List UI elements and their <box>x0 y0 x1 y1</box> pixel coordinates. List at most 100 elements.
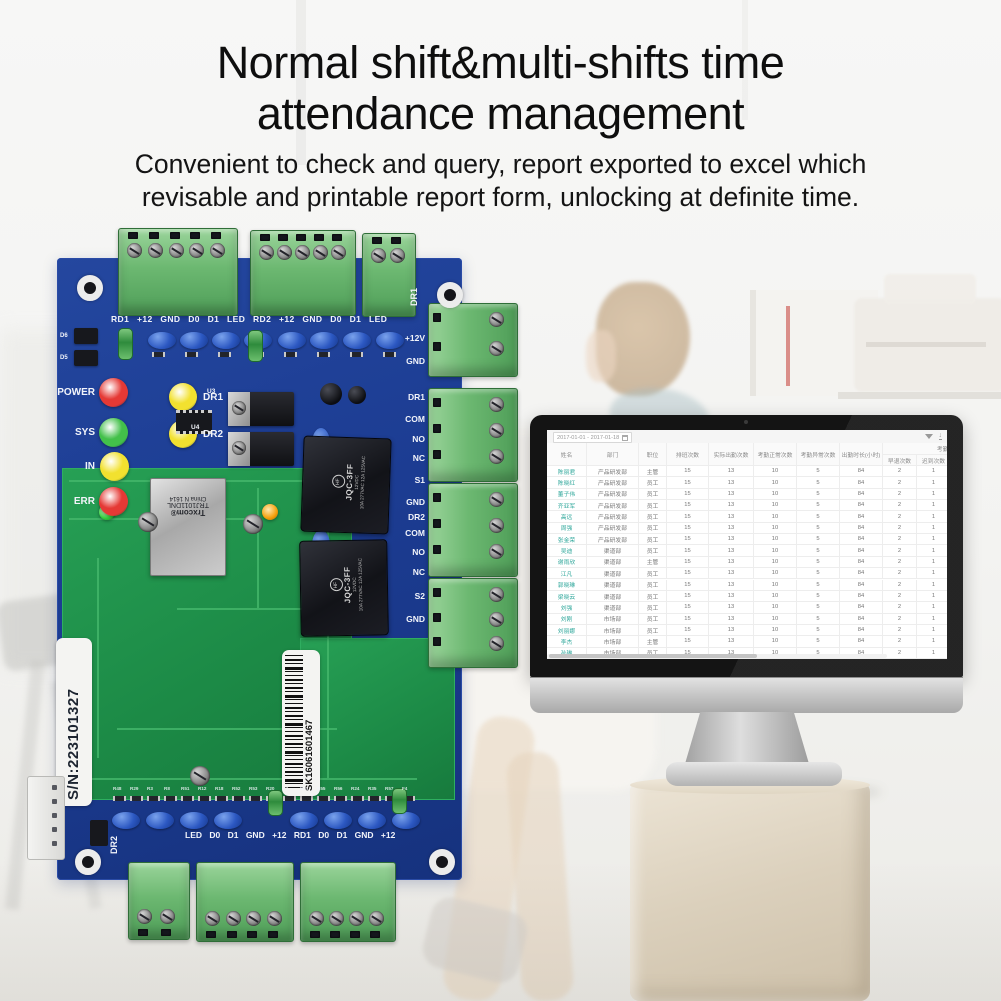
employee-name-link[interactable]: 张金荣 <box>547 534 587 546</box>
wire-slot <box>314 234 324 241</box>
table-cell: 10 <box>754 488 797 501</box>
export-icon[interactable]: ↓ <box>938 432 942 440</box>
table-cell: 2 <box>883 477 917 489</box>
terminal-label-dr2: DR2 <box>407 512 425 522</box>
blue-capacitor <box>278 332 306 349</box>
employee-name-link[interactable]: 董子伟 <box>547 488 587 501</box>
barcode-line <box>285 683 303 684</box>
horizontal-scrollbar-thumb[interactable] <box>549 654 757 658</box>
employee-name-link[interactable]: 梁晓云 <box>547 590 587 603</box>
terminal-screw <box>266 911 282 926</box>
board-screw <box>190 766 210 786</box>
barcode-line <box>285 723 303 726</box>
table-cell: 2 <box>883 500 917 512</box>
terminal-label-nc: NC <box>412 567 425 577</box>
terminal-label-s1: S1 <box>414 475 425 485</box>
table-cell: 5 <box>797 500 840 512</box>
table-row[interactable]: 吴迪渠道部员工151310584212 <box>547 545 947 557</box>
table-row[interactable]: 陈晓红产品研发部员工151310584212 <box>547 477 947 489</box>
barcode-line <box>285 739 303 740</box>
table-cell: 员工 <box>639 534 667 546</box>
employee-name-link[interactable]: 江凡 <box>547 568 587 580</box>
employee-name-link[interactable]: 齐亚军 <box>547 500 587 512</box>
table-row[interactable]: 张金荣产品研发部员工151310584212 <box>547 534 947 546</box>
status-led-in <box>100 452 129 481</box>
resistor-ref-label: F3 <box>283 786 289 791</box>
table-cell: 15 <box>667 522 709 535</box>
page-subtitle: Convenient to check and query, report ex… <box>0 148 1001 214</box>
table-row[interactable]: 刘刚市场部员工151310584212 <box>547 613 947 625</box>
table-cell: 10 <box>754 613 797 625</box>
terminal-block <box>196 862 294 942</box>
employee-name-link[interactable]: 高远 <box>547 511 587 523</box>
jst-connector <box>27 776 65 860</box>
table-row[interactable]: 谢雨欣渠道部主管151310584212 <box>547 556 947 569</box>
voltage-regulator <box>228 432 294 466</box>
terminal-block <box>362 233 416 317</box>
date-range-picker[interactable]: 2017-01-01 - 2017-01-18 <box>553 432 633 443</box>
employee-name-link[interactable]: 刘强 <box>547 602 587 614</box>
table-row[interactable]: 李杰市场部主管151310584212 <box>547 636 947 648</box>
wire-slot <box>138 929 148 936</box>
employee-name-link[interactable]: 刘丽娜 <box>547 624 587 637</box>
terminal-label-no: NO <box>412 547 425 557</box>
resistor-ref-label: R53 <box>249 786 258 791</box>
employee-name-link[interactable]: 谢雨欣 <box>547 556 587 569</box>
blue-capacitor <box>343 332 371 349</box>
table-cell: 员工 <box>639 568 667 580</box>
resistor-ref-label: R20 <box>266 786 275 791</box>
table-row[interactable]: 齐亚军产品研发部员工151310584212 <box>547 500 947 512</box>
pcb-trace <box>87 778 417 780</box>
status-led-power <box>99 378 128 407</box>
table-cell: 主管 <box>639 466 667 478</box>
table-cell: 15 <box>667 613 709 625</box>
barcode-line <box>285 659 303 661</box>
mounting-hole <box>437 282 463 308</box>
column-header: 出勤时长(小时) <box>840 443 883 466</box>
filter-icon[interactable] <box>924 433 933 439</box>
employee-name-link[interactable]: 李杰 <box>547 636 587 648</box>
employee-name-link[interactable]: 吴迪 <box>547 545 587 557</box>
table-cell: 员工 <box>639 613 667 625</box>
table-cell: 产品研发部 <box>587 511 639 523</box>
table-row[interactable]: 梁晓云渠道部员工151310584212 <box>547 590 947 603</box>
table-cell: 1 <box>917 590 947 603</box>
wire-slot <box>332 234 342 241</box>
ethernet-model: TRJ1011DNL <box>167 501 209 508</box>
table-row[interactable]: 周强产品研发部员工151310584212 <box>547 522 947 535</box>
table-row[interactable]: 高远产品研发部员工151310584212 <box>547 511 947 523</box>
table-cell: 5 <box>797 466 840 478</box>
table-cell: 10 <box>754 602 797 614</box>
table-cell: 员工 <box>639 590 667 603</box>
employee-name-link[interactable]: 陈晓红 <box>547 477 587 489</box>
employee-name-link[interactable]: 陈丽君 <box>547 466 587 478</box>
table-cell: 员工 <box>639 511 667 523</box>
wire-slot <box>206 931 216 938</box>
table-row[interactable]: 刘强渠道部员工151310584212 <box>547 602 947 614</box>
table-row[interactable]: 陈丽君产品研发部主管151310584212 <box>547 466 947 478</box>
table-row[interactable]: 江凡渠道部员工151310584212 <box>547 568 947 580</box>
terminal-label-dr1: DR1 <box>407 392 425 402</box>
employee-name-link[interactable]: 郭晓琳 <box>547 579 587 591</box>
employee-name-link[interactable]: 周强 <box>547 522 587 535</box>
terminal-screw <box>489 341 504 356</box>
relay-jqc3ff: HF JQC-3FF 12VDC 10A 277VAC 12A 125VAC <box>299 539 389 637</box>
smd-resistor <box>215 796 228 801</box>
blue-capacitor <box>214 812 242 829</box>
smd-resistor <box>232 796 245 801</box>
table-cell: 1 <box>917 488 947 501</box>
table-cell: 10 <box>754 511 797 523</box>
table-cell: 10 <box>754 477 797 489</box>
pcb-trace <box>327 498 329 778</box>
employee-name-link[interactable]: 刘刚 <box>547 613 587 625</box>
table-row[interactable]: 刘丽娜市场部员工151310584212 <box>547 624 947 637</box>
table-row[interactable]: 董子伟产品研发部员工151310584212 <box>547 488 947 501</box>
blue-capacitor <box>376 332 404 349</box>
table-row[interactable]: 孙琳市场部员工151310584212 <box>547 647 947 659</box>
terminal-label-com: COM <box>405 528 425 538</box>
table-cell: 15 <box>667 477 709 489</box>
table-cell: 1 <box>917 624 947 637</box>
pcb-trace <box>97 558 99 758</box>
table-row[interactable]: 郭晓琳渠道部员工151310584212 <box>547 579 947 591</box>
